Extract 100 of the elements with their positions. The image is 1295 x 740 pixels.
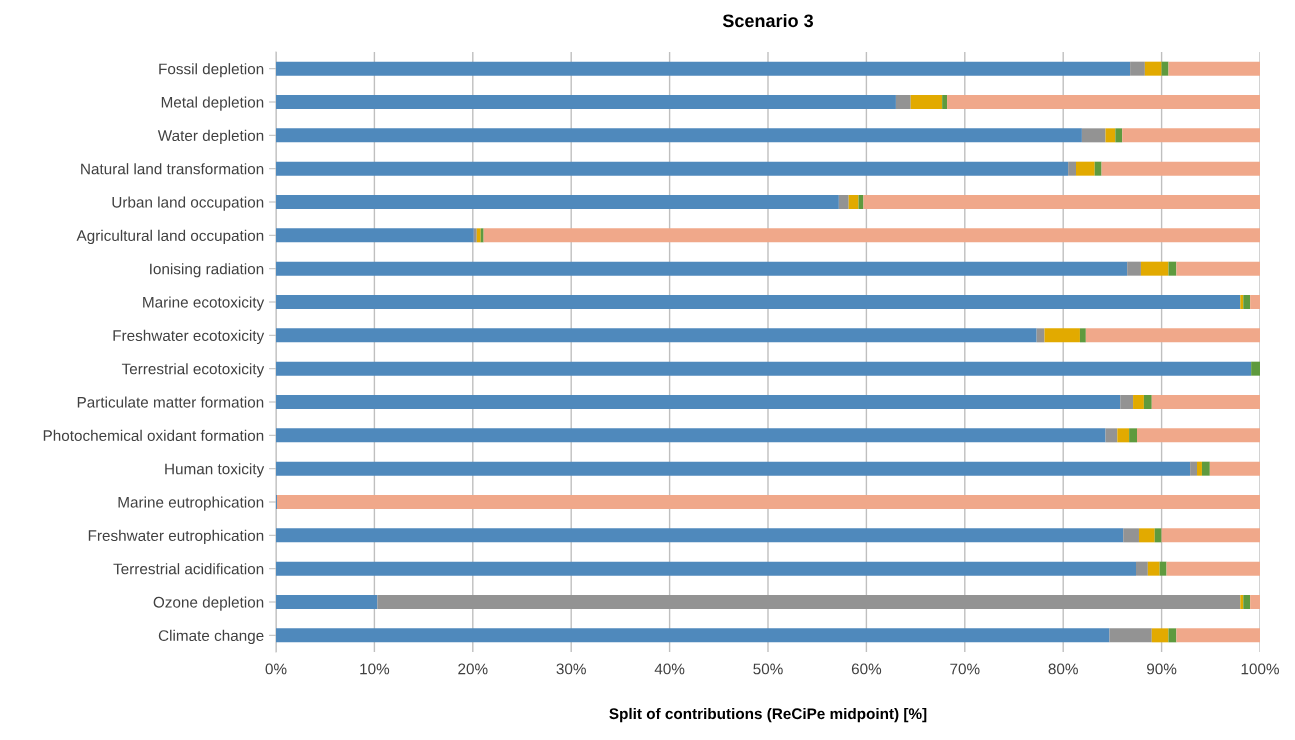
bar xyxy=(1044,328,1080,343)
bar xyxy=(1144,61,1162,76)
bar xyxy=(895,95,911,109)
bar xyxy=(480,228,484,243)
bar xyxy=(1094,161,1102,176)
bar xyxy=(1240,595,1244,609)
y-tick-label: Climate change xyxy=(158,629,264,645)
bar xyxy=(1138,528,1155,543)
x-tick-label: 100% xyxy=(1241,663,1279,675)
bar xyxy=(473,228,477,243)
bar xyxy=(1151,628,1169,643)
x-tick-label: 60% xyxy=(851,663,882,675)
bar xyxy=(1209,461,1260,476)
bar xyxy=(1197,461,1202,476)
bar xyxy=(1176,261,1260,276)
bar xyxy=(848,195,859,209)
bar xyxy=(1151,395,1260,409)
bar xyxy=(276,495,1260,509)
bar xyxy=(1036,328,1045,343)
bar xyxy=(1159,561,1167,576)
bar xyxy=(1068,161,1076,176)
bar xyxy=(1201,461,1210,476)
bar xyxy=(276,361,1252,376)
bar xyxy=(276,628,1110,643)
y-tick-label: Freshwater eutrophication xyxy=(88,529,264,545)
bar xyxy=(1115,128,1123,143)
y-tick-label: Metal depletion xyxy=(161,96,264,111)
x-tick-label: 20% xyxy=(458,663,488,675)
y-tick-label: Ionising radiation xyxy=(150,263,264,278)
x-tick-label: 90% xyxy=(1147,663,1177,675)
bar xyxy=(1137,428,1260,443)
bar xyxy=(1136,561,1148,576)
bar xyxy=(276,261,1128,276)
bar xyxy=(276,428,1106,443)
bar xyxy=(1130,61,1145,76)
x-tick-label: 30% xyxy=(556,663,586,675)
bar xyxy=(1168,628,1177,643)
bar xyxy=(1081,128,1106,143)
y-tick-label: Ozone depletion xyxy=(153,596,264,611)
bar xyxy=(1243,295,1251,309)
bar xyxy=(1105,128,1116,143)
bar xyxy=(1190,461,1198,476)
y-tick-label: Terrestrial acidification xyxy=(113,563,264,575)
bar xyxy=(1133,395,1144,409)
bar xyxy=(1243,595,1251,609)
x-tick-label: 50% xyxy=(753,663,783,675)
bar xyxy=(1105,428,1118,443)
bar xyxy=(1251,361,1260,376)
bar xyxy=(910,95,943,109)
x-tick-label: 80% xyxy=(1048,663,1078,675)
bar xyxy=(1085,328,1260,343)
bar xyxy=(1240,295,1244,309)
bar xyxy=(1140,261,1169,276)
bar xyxy=(276,561,1137,576)
bar xyxy=(1161,528,1260,543)
bar xyxy=(1123,528,1139,543)
x-tick-label: 10% xyxy=(360,663,390,675)
bar xyxy=(1143,395,1152,409)
bar xyxy=(276,395,1121,409)
x-tick-label: 0% xyxy=(265,663,287,675)
y-tick-label: Freshwater ecotoxicity xyxy=(113,329,265,345)
bar xyxy=(276,61,1131,76)
bar xyxy=(276,128,1082,143)
bar xyxy=(276,528,1124,543)
bar xyxy=(1127,261,1141,276)
bar xyxy=(863,195,1260,209)
bar xyxy=(1120,395,1134,409)
bar xyxy=(377,595,1241,609)
y-tick-label: Fossil depletion xyxy=(159,63,264,78)
bar xyxy=(276,461,1191,476)
bar xyxy=(276,295,1241,309)
bar xyxy=(1166,561,1260,576)
y-tick-label: Photochemical oxidant formation xyxy=(43,429,264,442)
bar xyxy=(1147,561,1160,576)
x-tick-label: 40% xyxy=(654,663,685,675)
bar xyxy=(1079,328,1086,343)
bar xyxy=(838,195,849,209)
y-tick-label: Marine ecotoxicity xyxy=(143,296,265,311)
y-tick-label: Particulate matter formation xyxy=(77,396,264,408)
bar xyxy=(483,228,1260,243)
bar xyxy=(1176,628,1260,643)
y-tick-label: Human toxicity xyxy=(165,463,265,478)
bar xyxy=(1250,295,1260,309)
bar xyxy=(1122,128,1260,143)
bar xyxy=(276,228,474,243)
bar xyxy=(276,328,1037,343)
x-axis-title: Split of contributions (ReCiPe midpoint) [%] xyxy=(609,707,927,723)
bar xyxy=(1109,628,1152,643)
bar xyxy=(1117,428,1130,443)
bar xyxy=(276,161,1069,176)
bar xyxy=(1250,595,1260,609)
bar xyxy=(276,95,896,109)
bar xyxy=(476,228,481,243)
chart-title: Scenario 3 xyxy=(722,13,814,28)
y-tick-label: Water depletion xyxy=(157,129,264,145)
x-tick-label: 70% xyxy=(950,663,980,675)
bar xyxy=(1075,161,1095,176)
bar xyxy=(1129,428,1137,443)
y-tick-label: Natural land transformation xyxy=(81,163,264,175)
y-tick-label: Agricultural land occupation xyxy=(76,229,264,245)
